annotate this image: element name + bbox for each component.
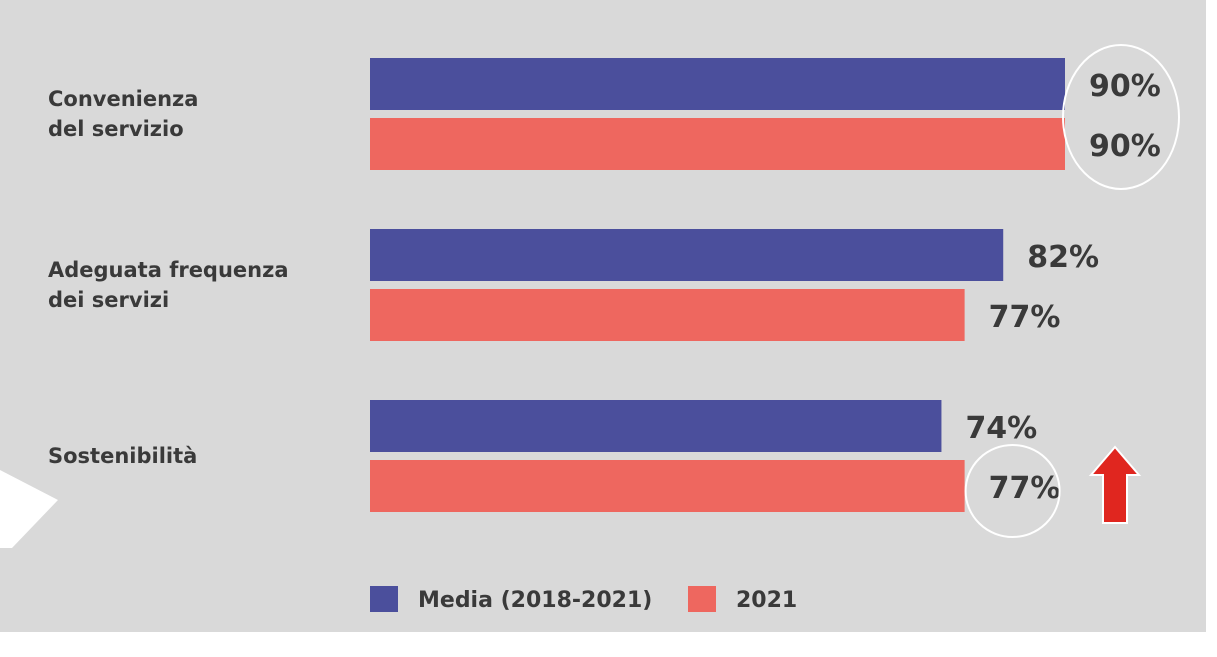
bars bbox=[370, 58, 1065, 512]
bar-2021-1 bbox=[370, 118, 1065, 170]
highlight-circle bbox=[1062, 44, 1180, 190]
value-label: 77% bbox=[989, 471, 1061, 506]
value-label: 90% bbox=[1089, 129, 1161, 164]
value-labels: 90% 90% 82% 77% 74% 77% bbox=[965, 69, 1160, 506]
category-labels: Convenienza del servizio Adeguata frequenz… bbox=[48, 87, 289, 468]
legend-label: Media (2018-2021) bbox=[418, 588, 652, 613]
background-notch bbox=[0, 470, 58, 548]
category-label: Convenienza del servizio bbox=[48, 87, 198, 141]
category-label: Adeguata frequenza dei servizi bbox=[48, 258, 289, 312]
bar-media-3 bbox=[370, 400, 942, 452]
bar-2021-2 bbox=[370, 289, 965, 341]
legend-label: 2021 bbox=[736, 588, 797, 613]
legend-swatch-2021 bbox=[688, 586, 716, 612]
red-up-arrow-icon bbox=[1088, 445, 1142, 524]
value-label: 74% bbox=[965, 411, 1037, 446]
highlight-circle bbox=[964, 444, 1061, 538]
value-label: 77% bbox=[989, 300, 1061, 335]
bar-media-1 bbox=[370, 58, 1065, 110]
value-label: 82% bbox=[1027, 240, 1099, 275]
value-label: 90% bbox=[1089, 69, 1161, 104]
legend-swatch-media bbox=[370, 586, 398, 612]
bar-media-2 bbox=[370, 229, 1004, 281]
annotations bbox=[964, 44, 1180, 538]
bar-2021-3 bbox=[370, 460, 965, 512]
legend: Media (2018-2021) 2021 bbox=[370, 586, 797, 613]
category-label: Sostenibilità bbox=[48, 444, 197, 468]
